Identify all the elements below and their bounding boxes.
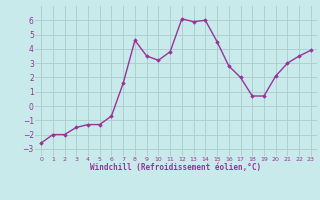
X-axis label: Windchill (Refroidissement éolien,°C): Windchill (Refroidissement éolien,°C) (91, 163, 261, 172)
